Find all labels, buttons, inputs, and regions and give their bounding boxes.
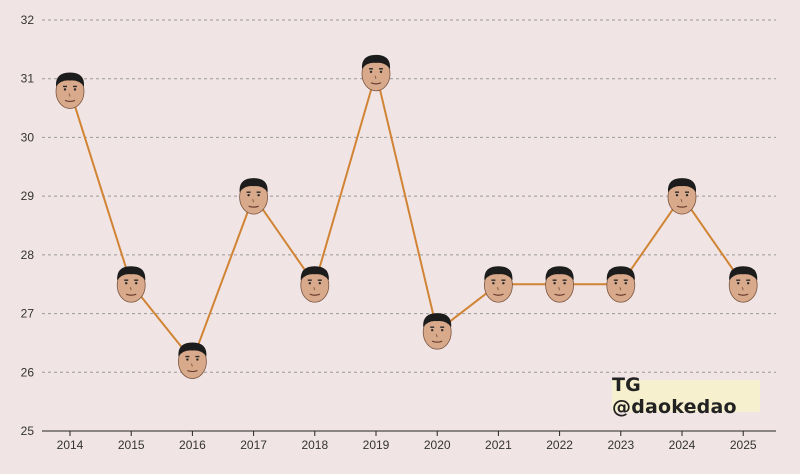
data-point-face-icon <box>116 266 146 303</box>
face-hair <box>239 178 268 193</box>
face-hair <box>545 266 574 281</box>
y-tick-label: 31 <box>21 72 35 86</box>
face-hair <box>484 266 513 281</box>
x-tick-label: 2019 <box>363 438 390 452</box>
y-tick-label: 26 <box>21 365 35 379</box>
face-eye-left <box>63 88 67 91</box>
face-nose <box>435 334 438 338</box>
y-tick-label: 28 <box>21 248 35 262</box>
y-tick-label: 29 <box>21 189 35 203</box>
y-tick-label: 25 <box>21 424 35 438</box>
y-tick-label: 30 <box>21 130 35 144</box>
face-nose <box>374 75 377 80</box>
face-mouth <box>248 205 259 208</box>
face-eye-right <box>318 282 321 285</box>
face-mouth <box>493 293 504 296</box>
face-mouth <box>431 340 443 343</box>
face-eye-right <box>624 282 627 285</box>
face-hair <box>55 72 85 87</box>
data-point-face-icon <box>361 54 391 92</box>
face-mouth <box>370 82 382 85</box>
data-point-face-icon <box>728 266 758 303</box>
face-eye-right <box>747 282 750 285</box>
x-tick-label: 2014 <box>57 438 84 452</box>
face-hair <box>361 54 391 69</box>
face-mouth <box>309 293 321 296</box>
series-line <box>69 71 745 362</box>
face-eye-left <box>369 70 373 74</box>
face-mouth <box>64 99 76 103</box>
x-tick-label: 2024 <box>669 438 696 452</box>
x-tick-label: 2020 <box>424 438 451 452</box>
face-nose <box>558 287 561 291</box>
face-hair <box>117 266 146 281</box>
face-eye-left <box>247 193 250 197</box>
watermark: TG @daokedao <box>612 374 760 418</box>
face-nose <box>252 198 255 203</box>
face-hair <box>606 266 635 281</box>
face-hair <box>729 266 758 281</box>
face-eye-right <box>257 193 260 197</box>
face-eye-left <box>737 282 740 285</box>
x-tick-label: 2017 <box>240 438 267 452</box>
face-mouth <box>615 293 627 296</box>
face-eye-left <box>675 193 679 197</box>
data-point-face-icon <box>177 342 207 379</box>
face-eye-right <box>196 358 199 361</box>
face-eye-right <box>563 282 566 285</box>
y-tick-label: 32 <box>21 13 35 27</box>
data-point-face-icon <box>606 266 636 303</box>
face-eye-right <box>135 282 138 285</box>
face-eye-left <box>308 282 311 285</box>
face-eye-left <box>431 328 434 332</box>
face-nose <box>741 287 744 291</box>
data-point-face-icon <box>55 72 85 109</box>
face-nose <box>313 287 316 291</box>
face-eye-right <box>685 193 689 197</box>
face-mouth <box>187 369 198 373</box>
face-mouth <box>737 293 749 296</box>
face-hair <box>300 266 329 281</box>
face-nose <box>68 93 71 97</box>
data-point-face-icon <box>667 178 697 215</box>
face-nose <box>129 287 132 291</box>
data-point-face-icon <box>545 266 574 303</box>
face-nose <box>619 287 622 291</box>
face-nose <box>190 363 193 367</box>
x-tick-label: 2025 <box>730 438 757 452</box>
x-tick-label: 2021 <box>485 438 512 452</box>
face-hair <box>423 313 452 328</box>
x-tick-label: 2022 <box>546 438 573 452</box>
face-nose <box>680 198 683 203</box>
face-mouth <box>125 293 137 296</box>
face-nose <box>496 287 499 291</box>
face-eye-left <box>492 282 495 285</box>
face-mouth <box>676 205 688 208</box>
face-eye-left <box>553 282 556 285</box>
face-eye-left <box>186 358 189 361</box>
data-point-face-icon <box>239 178 269 215</box>
data-point-face-icon <box>300 266 330 303</box>
data-point-face-icon <box>422 313 452 350</box>
face-eye-right <box>502 282 505 285</box>
face-mouth <box>554 293 565 296</box>
x-tick-label: 2023 <box>607 438 634 452</box>
face-eye-left <box>125 282 128 285</box>
y-tick-label: 27 <box>21 307 35 321</box>
face-eye-left <box>614 282 617 285</box>
face-eye-right <box>379 70 383 74</box>
x-tick-label: 2016 <box>179 438 206 452</box>
x-tick-label: 2015 <box>118 438 145 452</box>
face-hair <box>667 178 697 193</box>
face-eye-right <box>73 88 77 91</box>
face-eye-right <box>441 328 444 332</box>
face-hair <box>178 342 207 357</box>
x-tick-label: 2018 <box>301 438 328 452</box>
data-point-face-icon <box>483 266 513 303</box>
